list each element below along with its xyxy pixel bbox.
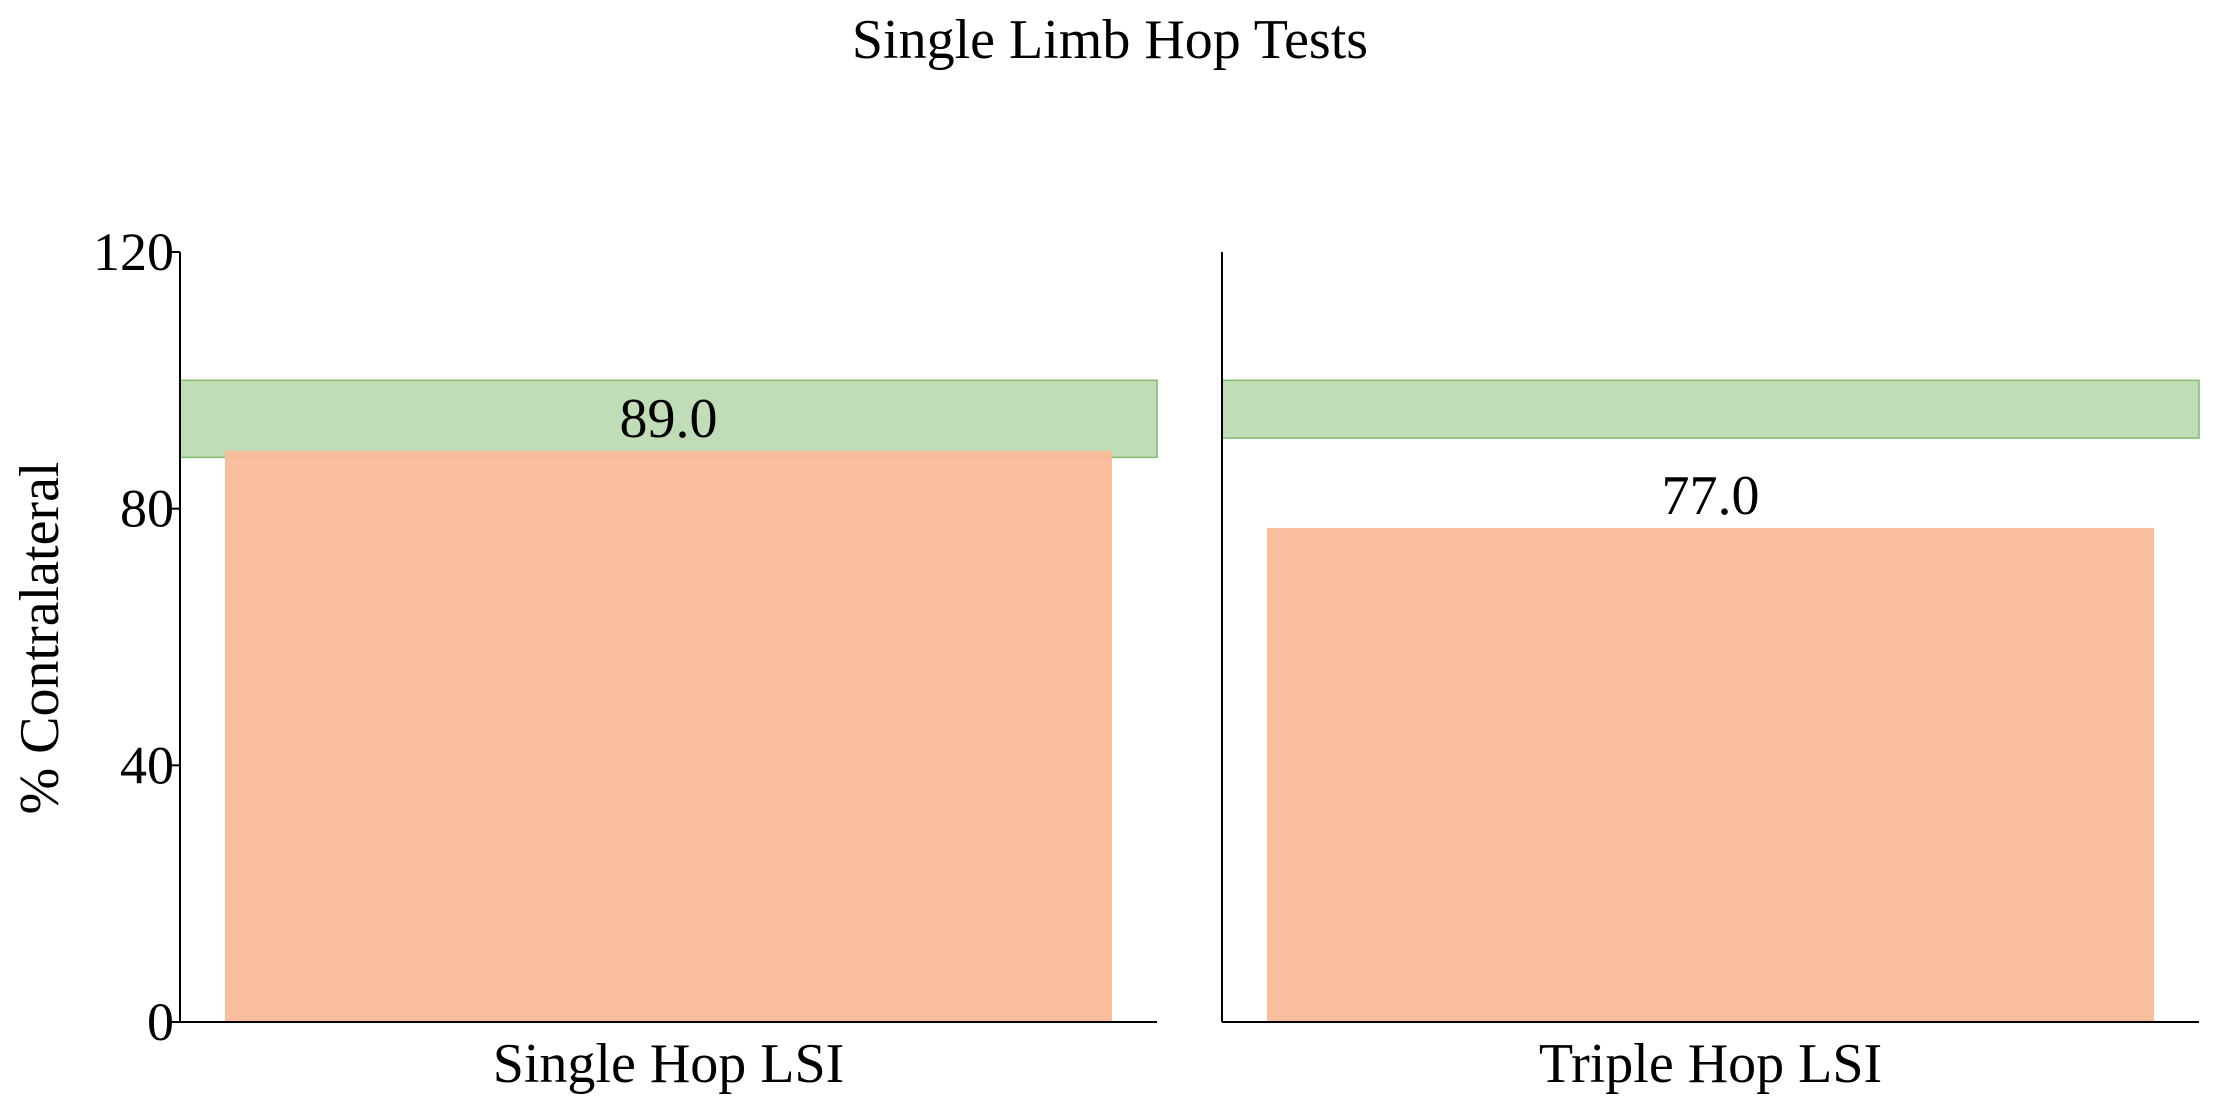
bar-value-label: 77.0 bbox=[1662, 465, 1760, 527]
y-tick-label: 120 bbox=[93, 222, 174, 282]
target-band bbox=[1221, 379, 2200, 439]
bar-value-label: 89.0 bbox=[620, 388, 718, 450]
chart-title: Single Limb Hop Tests bbox=[852, 9, 1368, 71]
bar bbox=[1267, 527, 2154, 1022]
y-tick-label: 0 bbox=[147, 992, 174, 1052]
y-tick-label: 80 bbox=[120, 479, 174, 539]
chart-panels: 89.0 Single Hop LSI 0 40 80 120 77.0 Triple Hop… bbox=[93, 222, 2200, 1095]
y-tick-label: 40 bbox=[120, 735, 174, 795]
x-tick-label: Triple Hop LSI bbox=[1539, 1033, 1882, 1095]
x-tick-label: Single Hop LSI bbox=[493, 1033, 845, 1095]
bar bbox=[225, 450, 1112, 1023]
panel-1: 89.0 Single Hop LSI 0 40 80 120 bbox=[93, 222, 1158, 1095]
target-band bbox=[179, 379, 1158, 459]
panel-2: 77.0 Triple Hop LSI bbox=[1221, 252, 2200, 1095]
y-axis-label: % Contralateral bbox=[9, 462, 71, 815]
